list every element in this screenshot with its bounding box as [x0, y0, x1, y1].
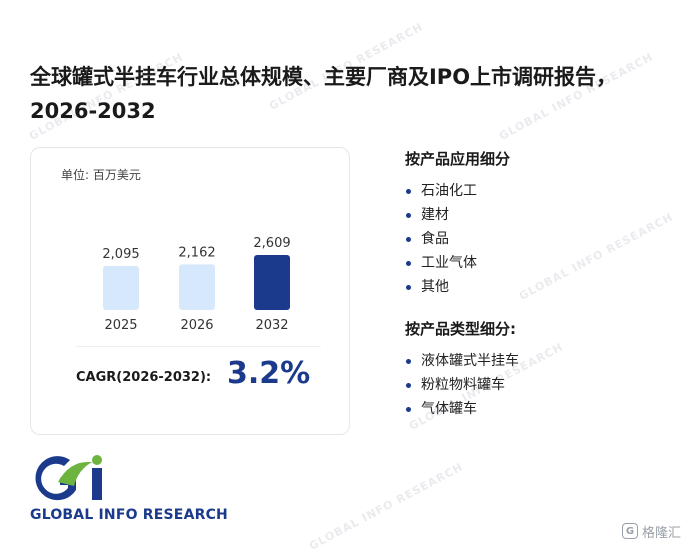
list-item-label: 粉粒物料罐车	[421, 377, 505, 393]
bullet-icon	[406, 213, 411, 218]
list-item-label: 其他	[421, 279, 449, 295]
company-logo: GLOBAL INFO RESEARCH	[30, 452, 240, 524]
x-tick-label: 2032	[255, 318, 288, 333]
type-segment: 按产品类型细分: 液体罐式半挂车 粉粒物料罐车 气体罐车	[405, 318, 519, 421]
market-size-card: 单位: 百万美元 2,095 2025 2,162 2026 2,609 2032 CAG…	[30, 147, 350, 435]
list-item-label: 石油化工	[421, 183, 477, 199]
bullet-icon	[406, 359, 411, 364]
page-title: 全球罐式半挂车行业总体规模、主要厂商及IPO上市调研报告，2026-2032	[30, 65, 618, 123]
logo-text: GLOBAL INFO RESEARCH	[30, 507, 228, 523]
list-item: 建材	[405, 203, 510, 227]
list-item-label: 液体罐式半挂车	[421, 353, 519, 369]
cagr-value: 3.2%	[227, 356, 311, 391]
list-item: 液体罐式半挂车	[405, 349, 519, 373]
list-item: 其他	[405, 275, 510, 299]
data-label: 2,095	[102, 247, 139, 262]
x-tick-label: 2026	[180, 318, 213, 333]
bar-2032	[254, 255, 290, 310]
brand-mark-icon: G	[622, 523, 638, 539]
bullet-icon	[406, 383, 411, 388]
brand-badge: G 格隆汇	[622, 520, 681, 542]
application-segment: 按产品应用细分 石油化工建材食品工业气体其他	[405, 148, 510, 299]
bar-2026	[179, 264, 215, 310]
list-item-label: 建材	[421, 207, 449, 223]
watermark: GLOBAL INFO RESEARCH	[517, 210, 676, 303]
list-item: 石油化工	[405, 179, 510, 203]
logo-mark-icon	[35, 455, 102, 501]
brand-text: 格隆汇	[642, 525, 682, 541]
list-item: 气体罐车	[405, 397, 519, 421]
data-label: 2,609	[253, 236, 290, 251]
watermark: GLOBAL INFO RESEARCH	[307, 460, 466, 550]
unit-label: 单位: 百万美元	[61, 168, 141, 182]
bullet-icon	[406, 285, 411, 290]
bullet-icon	[406, 237, 411, 242]
bar-chart: 2,095 2025 2,162 2026 2,609 2032	[102, 236, 290, 333]
bullet-icon	[406, 189, 411, 194]
x-tick-label: 2025	[104, 318, 137, 333]
cagr-label: CAGR(2026-2032):	[76, 370, 212, 385]
list-item: 工业气体	[405, 251, 510, 275]
type-list: 液体罐式半挂车 粉粒物料罐车 气体罐车	[405, 349, 519, 421]
bullet-icon	[406, 407, 411, 412]
list-item-label: 食品	[421, 231, 449, 247]
data-label: 2,162	[178, 245, 215, 260]
divider	[76, 346, 321, 347]
bar-2025	[103, 265, 139, 310]
bullet-icon	[406, 261, 411, 266]
list-item-label: 工业气体	[421, 255, 477, 271]
type-heading: 按产品类型细分:	[405, 320, 516, 338]
list-item: 粉粒物料罐车	[405, 373, 519, 397]
application-heading: 按产品应用细分	[405, 150, 511, 168]
list-item: 食品	[405, 227, 510, 251]
application-list: 石油化工建材食品工业气体其他	[405, 179, 510, 299]
list-item-label: 气体罐车	[421, 401, 477, 417]
